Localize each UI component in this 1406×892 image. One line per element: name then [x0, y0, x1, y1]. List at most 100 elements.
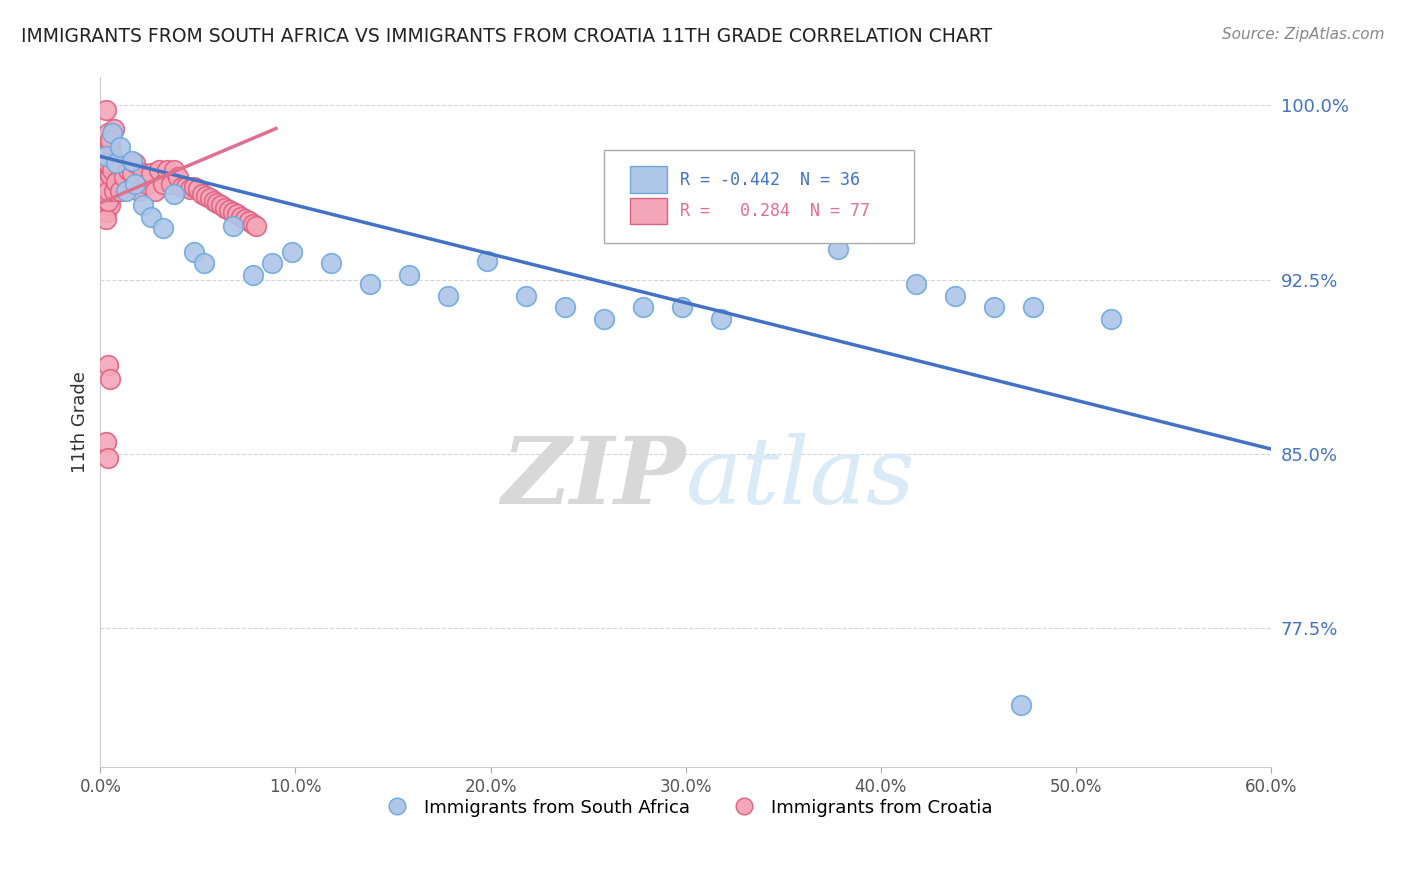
Point	[96, 168, 118, 182]
Point	[98, 184, 121, 198]
Point	[475, 254, 498, 268]
Point	[260, 256, 283, 270]
Point	[97, 451, 120, 466]
Point	[710, 312, 733, 326]
Point	[96, 198, 118, 212]
Text: IMMIGRANTS FROM SOUTH AFRICA VS IMMIGRANTS FROM CROATIA 11TH GRADE CORRELATION C: IMMIGRANTS FROM SOUTH AFRICA VS IMMIGRAN…	[21, 27, 993, 45]
Point	[96, 178, 118, 192]
Point	[671, 301, 693, 315]
Point	[97, 359, 120, 373]
Point	[97, 126, 120, 140]
Point	[159, 178, 181, 192]
Point	[245, 219, 267, 233]
Point	[156, 163, 179, 178]
Y-axis label: 11th Grade: 11th Grade	[72, 371, 89, 474]
Point	[121, 154, 143, 169]
Point	[96, 156, 118, 170]
Point	[152, 221, 174, 235]
Point	[359, 277, 381, 292]
Point	[97, 184, 120, 198]
FancyBboxPatch shape	[603, 150, 914, 243]
Point	[202, 194, 225, 208]
Point	[132, 198, 155, 212]
Point	[174, 179, 197, 194]
Point	[143, 184, 166, 198]
Point	[124, 156, 146, 170]
Text: ZIP: ZIP	[502, 433, 686, 523]
Point	[96, 205, 118, 219]
Point	[136, 178, 159, 192]
Point	[104, 175, 127, 189]
Point	[191, 186, 214, 201]
Point	[207, 195, 229, 210]
Point	[167, 170, 190, 185]
Point	[98, 175, 121, 189]
Point	[108, 184, 131, 198]
Point	[904, 277, 927, 292]
Point	[97, 163, 120, 178]
Point	[101, 156, 124, 170]
Text: R =   0.284  N = 77: R = 0.284 N = 77	[681, 202, 870, 220]
Point	[103, 184, 125, 198]
Point	[242, 268, 264, 282]
Point	[242, 217, 264, 231]
Point	[139, 166, 162, 180]
Point	[152, 178, 174, 192]
Point	[96, 184, 118, 198]
Bar	[630, 167, 666, 193]
Point	[222, 205, 245, 219]
Bar	[630, 198, 666, 225]
Point	[96, 103, 118, 117]
Point	[983, 301, 1005, 315]
Point	[768, 219, 790, 233]
Point	[97, 194, 120, 208]
Point	[103, 121, 125, 136]
Point	[172, 179, 194, 194]
Point	[139, 210, 162, 224]
Point	[592, 312, 614, 326]
Point	[97, 168, 120, 182]
Point	[96, 435, 118, 450]
Point	[515, 289, 537, 303]
Point	[121, 166, 143, 180]
Point	[193, 256, 215, 270]
Point	[96, 212, 118, 227]
Point	[101, 126, 124, 140]
Point	[132, 166, 155, 180]
Point	[108, 140, 131, 154]
Point	[98, 198, 121, 212]
Point	[98, 191, 121, 205]
Point	[226, 207, 249, 221]
Point	[183, 179, 205, 194]
Point	[97, 156, 120, 170]
Point	[104, 156, 127, 170]
Point	[98, 133, 121, 147]
Point	[96, 156, 118, 170]
Point	[97, 186, 120, 201]
Point	[98, 184, 121, 198]
Point	[124, 178, 146, 192]
Point	[97, 172, 120, 186]
Point	[101, 149, 124, 163]
Point	[218, 202, 240, 217]
Point	[163, 163, 186, 178]
Point	[198, 191, 221, 205]
Point	[128, 184, 150, 198]
Text: R = -0.442  N = 36: R = -0.442 N = 36	[681, 170, 860, 188]
Point	[214, 201, 236, 215]
Point	[98, 372, 121, 386]
Point	[280, 244, 302, 259]
Legend: Immigrants from South Africa, Immigrants from Croatia: Immigrants from South Africa, Immigrants…	[371, 791, 1000, 824]
Point	[238, 214, 260, 228]
Point	[554, 301, 576, 315]
Point	[436, 289, 458, 303]
Point	[148, 163, 170, 178]
Text: Source: ZipAtlas.com: Source: ZipAtlas.com	[1222, 27, 1385, 42]
Point	[183, 244, 205, 259]
Point	[1099, 312, 1122, 326]
Point	[101, 168, 124, 182]
Point	[1022, 301, 1045, 315]
Point	[98, 172, 121, 186]
Point	[163, 186, 186, 201]
Point	[194, 189, 217, 203]
